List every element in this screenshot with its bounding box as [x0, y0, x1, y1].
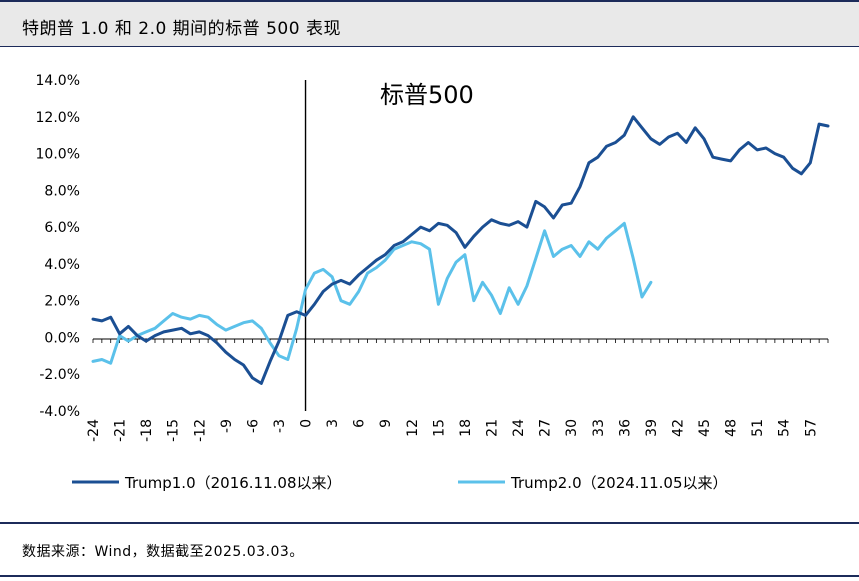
legend-item: Trump2.0（2024.11.05以来） — [458, 474, 728, 492]
y-tick-label: 6.0% — [44, 220, 80, 236]
y-axis: -4.0% -2.0% 0.0% 2.0% 4.0% 6.0% 8.0% 10.0% 12.0%… — [36, 73, 307, 420]
x-tick-label: 9 — [378, 419, 394, 428]
x-tick-label: 42 — [670, 419, 686, 437]
line-chart: -4.0% -2.0% 0.0% 2.0% 4.0% 6.0% 8.0% 10.0% 12.0%… — [36, 73, 830, 492]
legend: Trump1.0（2016.11.08以来） Trump2.0（2024.11.0… — [72, 474, 728, 492]
y-tick-label: 12.0% — [36, 110, 80, 126]
x-tick-label: 45 — [697, 419, 713, 437]
y-tick-label: -4.0% — [39, 404, 80, 420]
x-tick-label: 27 — [538, 419, 554, 437]
y-tick-label: 2.0% — [44, 294, 80, 310]
x-tick-label: -18 — [139, 419, 155, 442]
x-tick-label: 3 — [325, 419, 341, 428]
y-tick-label: 0.0% — [44, 330, 80, 346]
x-tick-label: 51 — [750, 419, 766, 437]
x-tick-label: 0 — [299, 419, 315, 428]
x-tick-label: 24 — [511, 419, 527, 437]
x-tick-label: 36 — [617, 419, 633, 437]
header-bar: 特朗普 1.0 和 2.0 期间的标普 500 表现 — [0, 0, 859, 47]
x-tick-label: 48 — [724, 419, 740, 437]
x-tick-label: -21 — [113, 419, 129, 442]
x-tick-label: 57 — [803, 419, 819, 437]
x-tick-label: -6 — [245, 419, 261, 433]
x-tick-label: -3 — [272, 419, 288, 433]
y-tick-label: 4.0% — [44, 257, 80, 273]
y-tick-label: 10.0% — [36, 147, 80, 163]
x-tick-label: 54 — [777, 419, 793, 437]
y-tick-label: -2.0% — [39, 367, 80, 383]
x-tick-label: -15 — [166, 419, 182, 442]
x-tick-label: 33 — [591, 419, 607, 437]
legend-label: Trump2.0（2024.11.05以来） — [510, 474, 728, 492]
series-line — [91, 115, 830, 385]
y-tick-label: 8.0% — [44, 183, 80, 199]
x-tick-label: 39 — [644, 419, 660, 437]
legend-item: Trump1.0（2016.11.08以来） — [72, 474, 342, 492]
x-tick-label: 15 — [431, 419, 447, 437]
x-tick-label: 12 — [405, 419, 421, 437]
legend-label: Trump1.0（2016.11.08以来） — [124, 474, 342, 492]
x-tick-label: 6 — [352, 419, 368, 428]
series-line — [91, 221, 653, 365]
x-axis: -24 -21 -18 -15 -12 -9 -6 -3 0 3 6 9 12 15 18 21 24 27 30 3… — [86, 338, 829, 442]
y-tick-label: 14.0% — [36, 73, 80, 89]
chart-title: 标普500 — [380, 81, 474, 109]
footer-top-rule — [0, 522, 859, 524]
source-note: 数据来源：Wind，数据截至2025.03.03。 — [22, 544, 304, 560]
page-title: 特朗普 1.0 和 2.0 期间的标普 500 表现 — [22, 19, 341, 39]
x-tick-label: -9 — [219, 419, 235, 433]
x-tick-label: -24 — [86, 419, 102, 442]
x-tick-label: 30 — [564, 419, 580, 437]
series-group — [91, 115, 830, 385]
x-tick-label: 18 — [458, 419, 474, 437]
x-tick-label: 21 — [484, 419, 500, 437]
footer-bottom-rule — [0, 575, 859, 577]
x-tick-label: -12 — [192, 419, 208, 442]
